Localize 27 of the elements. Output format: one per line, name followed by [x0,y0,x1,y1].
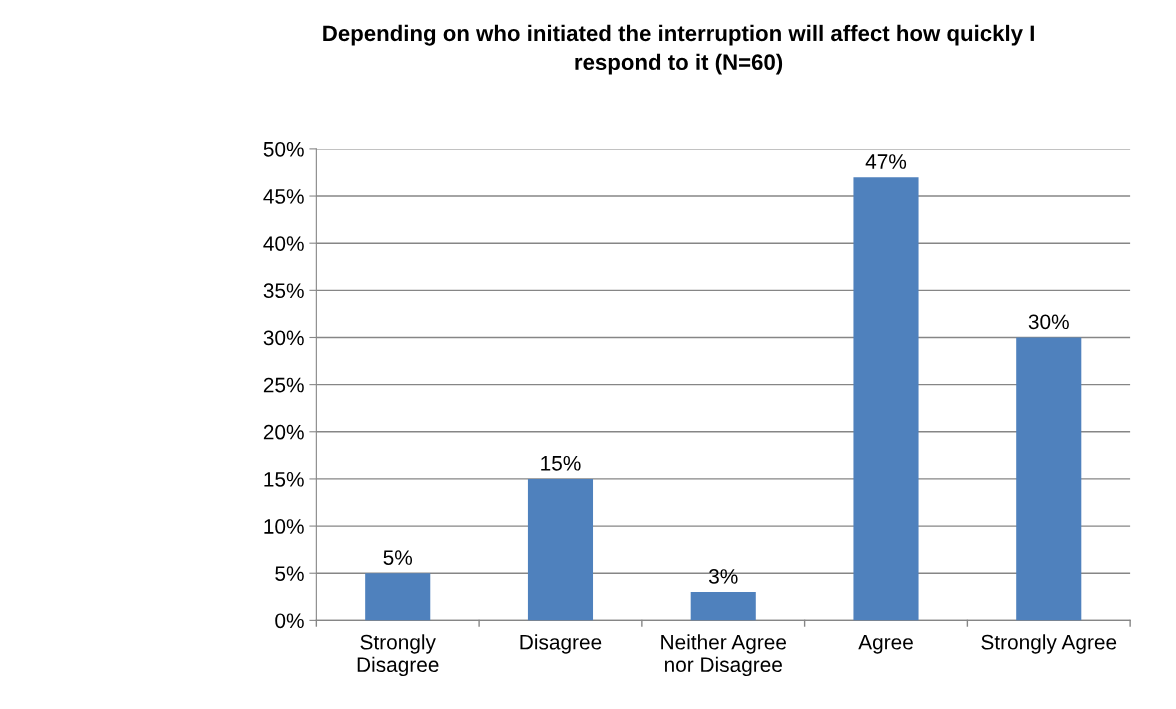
x-tick-label: Strongly Disagree [357,634,439,677]
data-label: 30% [1028,314,1069,330]
y-tick-label: 35% [263,283,304,299]
y-tick-label: 45% [263,189,304,204]
y-tick-label: 5% [275,566,304,581]
bar [527,478,594,621]
bar [365,573,431,621]
y-tick-label: 20% [263,424,304,440]
x-tick-label: Disagree [520,634,602,654]
chart-title: Depending on who initiated the interruption will affect how quickly I respond to it (N=60) [323,24,1034,75]
y-tick-label: 0% [275,613,304,629]
data-label: 15% [541,455,581,471]
data-label: 3% [708,569,738,584]
bar [853,177,919,621]
y-tick-label: 50% [263,141,304,157]
x-tick-label: Strongly Agree [981,634,1117,654]
data-label: 47% [865,154,907,169]
y-tick-label: 30% [263,330,304,346]
bar [1016,337,1082,621]
y-tick-label: 10% [264,519,304,534]
y-tick-label: 25% [263,377,304,393]
x-tick-label: Agree [858,635,913,654]
data-label: 5% [383,550,413,565]
bar [690,592,756,621]
x-tick-label: Neither Agree nor Disagree [661,634,787,677]
y-tick-label: 15% [264,472,304,487]
y-tick-label: 40% [263,236,304,251]
